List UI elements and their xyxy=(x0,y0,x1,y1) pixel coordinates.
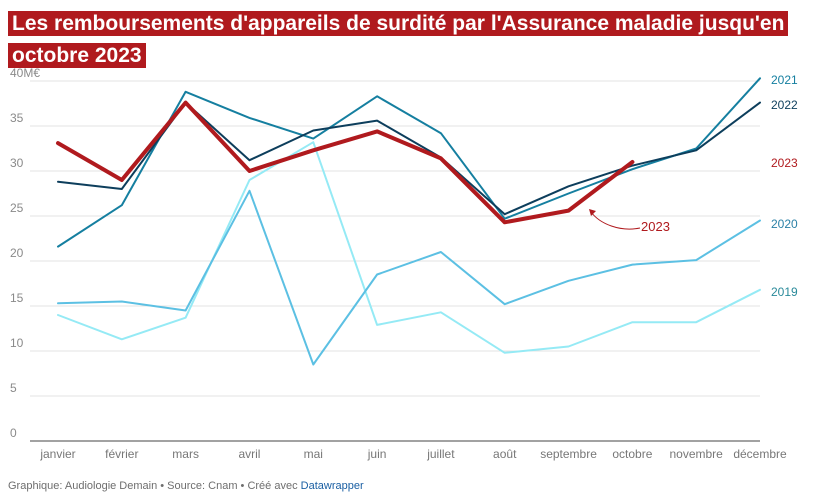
x-tick-label: août xyxy=(493,447,517,461)
annotation-arrow xyxy=(590,211,641,230)
x-tick-label: novembre xyxy=(669,447,723,461)
x-tick-label: juillet xyxy=(426,447,455,461)
series-end-label-2021: 2021 xyxy=(771,73,798,87)
series-line-2022 xyxy=(57,101,761,216)
series-end-label-2023: 2023 xyxy=(771,156,798,170)
series-line-2019 xyxy=(57,141,761,354)
x-tick-label: octobre xyxy=(612,447,652,461)
x-tick-label: avril xyxy=(238,447,260,461)
footer: Graphique: Audiologie Demain • Source: C… xyxy=(8,480,364,492)
y-tick-label: 20 xyxy=(10,246,24,260)
series-line-2021 xyxy=(57,77,761,248)
x-tick-label: janvier xyxy=(39,447,75,461)
y-tick-label: 25 xyxy=(10,201,24,215)
x-tick-label: septembre xyxy=(540,447,597,461)
x-tick-label: juin xyxy=(367,447,387,461)
x-tick-label: décembre xyxy=(733,447,787,461)
y-tick-label: 15 xyxy=(10,291,24,305)
y-tick-label: 35 xyxy=(10,111,24,125)
x-tick-label: février xyxy=(105,447,138,461)
y-tick-label: 0 xyxy=(10,426,17,440)
line-chart: 0 5 10 15 20 25 30 35 40M€ janvier février mars avri… xyxy=(10,66,798,461)
series-end-label-2019: 2019 xyxy=(771,285,798,299)
y-tick-label: 40M€ xyxy=(10,66,40,80)
series-line-2020 xyxy=(57,189,761,366)
x-tick-label: mars xyxy=(172,447,199,461)
footer-credit: Graphique: Audiologie Demain • Source: C… xyxy=(8,480,298,492)
x-tick-label: mai xyxy=(304,447,323,461)
y-tick-label: 30 xyxy=(10,156,24,170)
annotation-label: 2023 xyxy=(641,219,670,234)
datawrapper-link[interactable]: Datawrapper xyxy=(300,480,364,492)
y-tick-label: 10 xyxy=(10,336,24,350)
chart-title-box: Les remboursements d'appareils de surdit… xyxy=(8,8,789,72)
series-line-2023 xyxy=(56,100,635,225)
y-tick-label: 5 xyxy=(10,381,17,395)
series-end-label-2020: 2020 xyxy=(771,217,798,231)
annotation-arrowhead xyxy=(589,209,596,216)
series-end-label-2022: 2022 xyxy=(771,98,798,112)
